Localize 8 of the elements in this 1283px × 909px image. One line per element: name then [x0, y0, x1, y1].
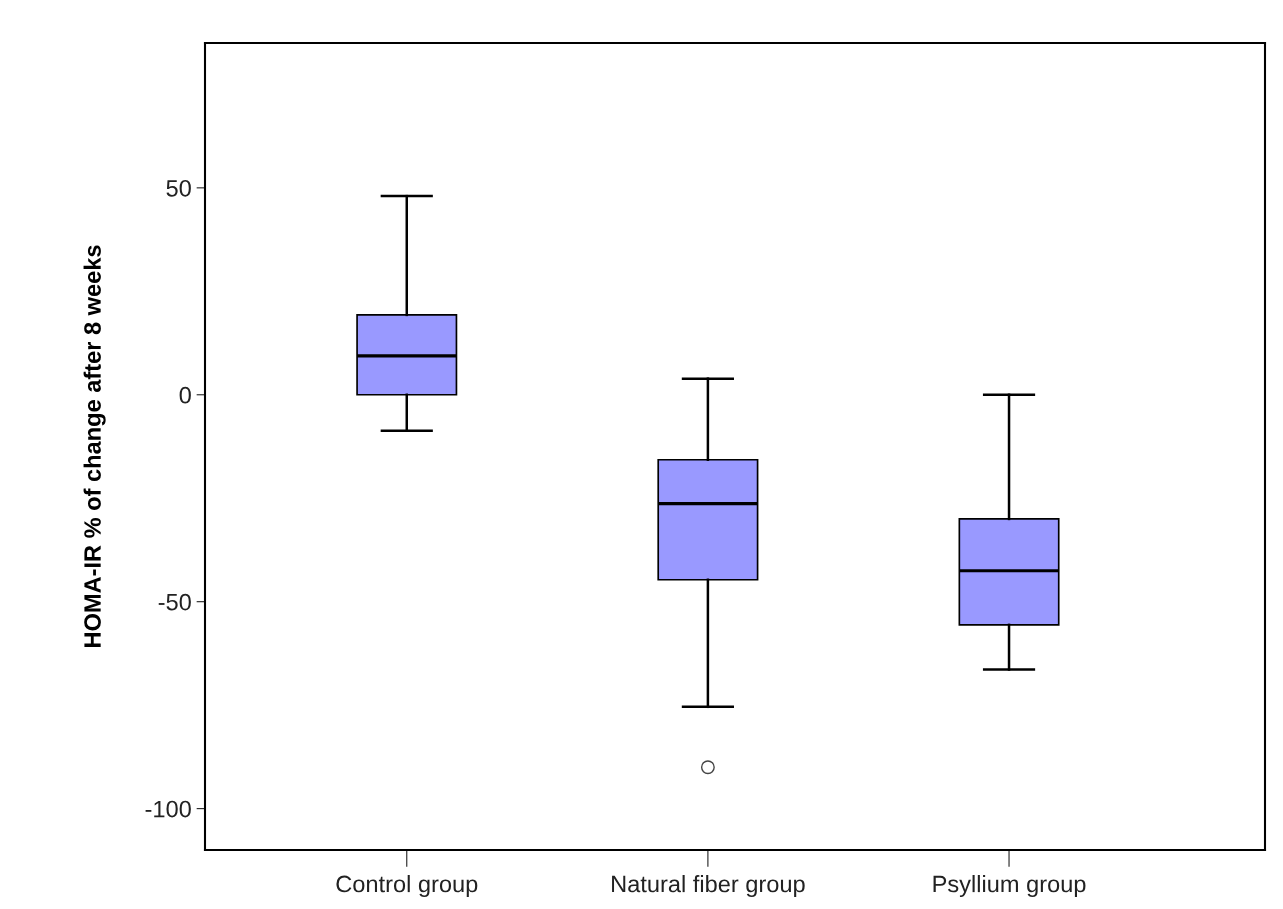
y-axis-title: HOMA-IR % of change after 8 weeks [83, 245, 106, 647]
y-tick-label: -50 [158, 593, 191, 611]
x-tick-label: Psyllium group [933, 875, 1086, 898]
y-tick-label: -100 [145, 800, 191, 818]
y-tick-label: 0 [179, 386, 191, 404]
x-tick-label: Natural fiber group [612, 875, 805, 898]
x-tick-label: Control group [336, 875, 478, 898]
y-tick-label: 50 [166, 179, 191, 197]
